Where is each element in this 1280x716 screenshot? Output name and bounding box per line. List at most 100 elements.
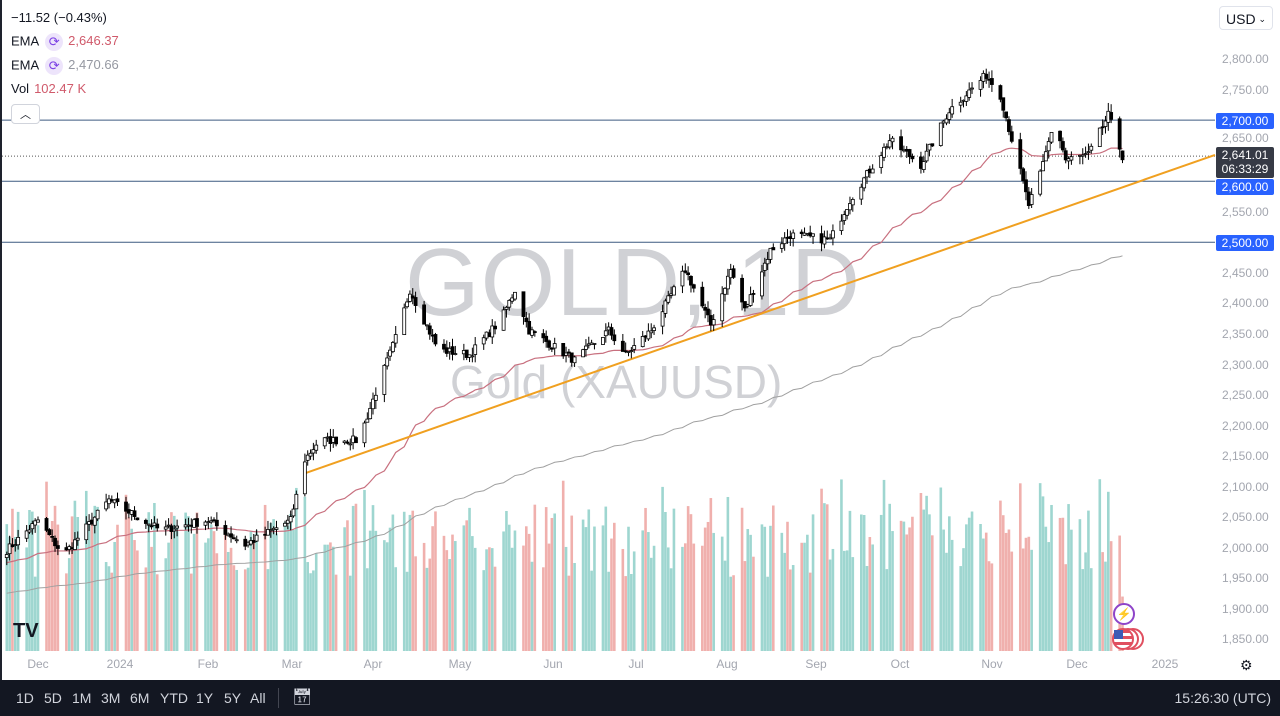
volume-bar <box>33 576 37 651</box>
candle <box>652 327 656 331</box>
legend-change: −11.52 (−0.43%) <box>11 10 107 25</box>
legend-volume[interactable]: Vol 102.47 K <box>11 81 86 96</box>
range-button[interactable]: 1M <box>72 690 92 706</box>
range-button[interactable]: All <box>250 690 266 706</box>
candle <box>603 330 608 337</box>
volume-bar <box>627 526 630 651</box>
volume-bar <box>190 573 193 651</box>
lightning-event-icon[interactable]: ⚡ <box>1113 603 1135 625</box>
volume-bar <box>255 530 258 651</box>
candle <box>27 529 32 533</box>
volume-bar <box>391 514 395 651</box>
volume-bar <box>87 522 91 651</box>
candle <box>663 300 668 314</box>
range-button[interactable]: 5D <box>44 690 62 706</box>
candle <box>513 291 517 300</box>
volume-bar <box>1007 529 1011 651</box>
candle <box>1038 170 1043 195</box>
candle <box>155 523 160 529</box>
legend-ema-slow[interactable]: EMA ⟳ 2,470.66 <box>11 57 119 75</box>
candle <box>626 351 631 353</box>
volume-bar <box>570 515 574 651</box>
candle <box>765 259 770 265</box>
candle <box>348 443 353 446</box>
candle <box>4 554 9 558</box>
candle <box>978 80 983 90</box>
volume-bar <box>806 534 809 651</box>
volume-bar <box>184 512 187 651</box>
time-axis-label: 2025 <box>1151 657 1179 671</box>
candle <box>1063 150 1068 161</box>
volume-bar <box>760 524 764 651</box>
chevron-up-icon: ︿ <box>20 109 31 121</box>
volume-bar <box>962 548 965 651</box>
candle <box>629 350 634 352</box>
volume-bar <box>56 524 60 651</box>
candle <box>791 232 796 239</box>
volume-bar <box>970 511 974 651</box>
us-economic-events-icon[interactable] <box>1112 628 1144 650</box>
candle <box>862 177 867 189</box>
collapse-legend-button[interactable]: ︿ <box>11 104 40 124</box>
volume-bar <box>187 516 190 651</box>
candle <box>104 501 109 510</box>
volume-bar <box>155 574 159 651</box>
volume-bar <box>942 529 945 651</box>
candle <box>266 529 270 536</box>
volume-bar <box>1061 517 1065 651</box>
volume-bar <box>348 575 352 651</box>
range-button[interactable]: 1Y <box>196 690 214 706</box>
refresh-icon[interactable]: ⟳ <box>45 57 64 75</box>
volume-bar <box>172 515 176 651</box>
volume-bar <box>820 488 823 651</box>
volume-bar <box>388 527 392 651</box>
volume-bar <box>860 514 863 651</box>
candle <box>1004 111 1008 119</box>
volume-bar <box>607 571 610 651</box>
volume-bar <box>1101 552 1104 651</box>
tradingview-logo[interactable]: TV <box>13 620 39 642</box>
volume-bar <box>164 558 168 651</box>
volume-bar <box>454 541 457 651</box>
currency-select[interactable]: USD ⌄ <box>1219 6 1273 30</box>
volume-bar <box>905 534 909 651</box>
go-to-date-icon[interactable]: 📅︎ <box>292 689 313 706</box>
time-axis-label: Oct <box>890 657 910 671</box>
ema-value: 2,646.37 <box>68 33 119 49</box>
volume-bar <box>567 575 571 651</box>
settings-icon[interactable]: ⚙ <box>1240 657 1253 673</box>
volume-bar <box>783 552 786 651</box>
refresh-icon[interactable]: ⟳ <box>45 33 64 51</box>
volume-bar <box>743 561 747 651</box>
candle <box>592 343 597 345</box>
volume-bar <box>113 542 116 651</box>
range-button[interactable]: 5Y <box>224 690 242 706</box>
range-button[interactable]: 1D <box>16 690 34 706</box>
volume-bar <box>269 523 273 651</box>
volume-bar <box>1038 483 1042 651</box>
candle <box>910 155 915 160</box>
volume-bar <box>681 546 684 651</box>
volume-bar <box>845 550 849 651</box>
volume-bar <box>329 542 332 651</box>
candle <box>1021 168 1026 182</box>
range-button[interactable]: 3M <box>101 690 121 706</box>
price-chart[interactable] <box>0 0 1280 680</box>
volume-bar <box>669 568 673 651</box>
volume-bar <box>67 558 71 651</box>
range-button[interactable]: 6M <box>130 690 150 706</box>
candle <box>234 539 239 542</box>
volume-bar <box>252 540 256 651</box>
clock[interactable]: 15:26:30 (UTC) <box>1174 690 1271 706</box>
volume-bar <box>405 571 409 651</box>
chart-frame[interactable] <box>0 0 1280 680</box>
volume-bar <box>246 567 250 651</box>
volume-bar <box>780 532 784 651</box>
candle <box>890 137 895 143</box>
volume-bar <box>621 548 625 651</box>
range-button[interactable]: YTD <box>160 690 188 706</box>
ema-label: EMA <box>11 33 40 49</box>
volume-bar <box>1098 479 1102 651</box>
legend-ema-fast[interactable]: EMA ⟳ 2,646.37 <box>11 33 119 51</box>
ema-value: 2,470.66 <box>68 57 119 73</box>
